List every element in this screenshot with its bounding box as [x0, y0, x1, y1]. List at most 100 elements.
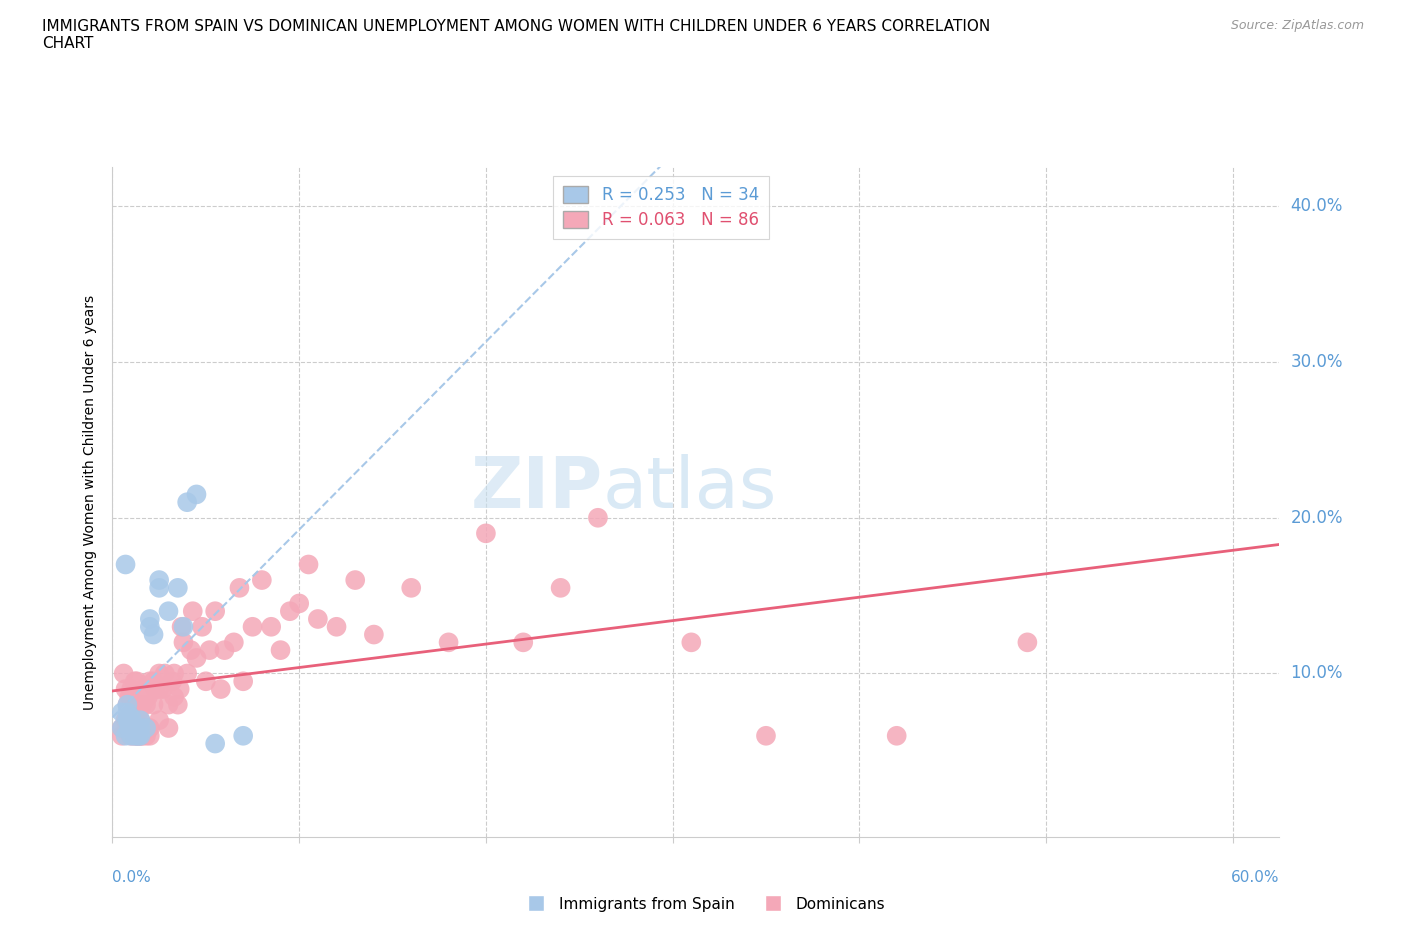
Point — [111, 705, 134, 720]
Text: 30.0%: 30.0% — [1291, 353, 1343, 371]
Point — [139, 674, 162, 689]
Point — [124, 712, 146, 727]
Point — [142, 627, 165, 642]
Point — [117, 698, 139, 712]
Y-axis label: Unemployment Among Women with Children Under 6 years: Unemployment Among Women with Children U… — [83, 295, 97, 710]
Point — [136, 689, 159, 704]
Point — [135, 698, 157, 712]
Point — [129, 712, 152, 727]
Point — [157, 721, 180, 736]
Point — [125, 721, 148, 736]
Point — [114, 682, 136, 697]
Point — [120, 682, 142, 697]
Point — [325, 619, 347, 634]
Point — [512, 635, 534, 650]
Point — [120, 728, 142, 743]
Point — [399, 580, 422, 595]
Text: IMMIGRANTS FROM SPAIN VS DOMINICAN UNEMPLOYMENT AMONG WOMEN WITH CHILDREN UNDER : IMMIGRANTS FROM SPAIN VS DOMINICAN UNEMP… — [42, 19, 990, 51]
Point — [142, 674, 165, 689]
Point — [437, 635, 460, 650]
Point — [152, 682, 174, 697]
Point — [204, 737, 226, 751]
Point — [139, 728, 162, 743]
Point — [176, 666, 198, 681]
Text: 60.0%: 60.0% — [1232, 870, 1279, 884]
Point — [142, 698, 165, 712]
Point — [129, 698, 152, 712]
Point — [128, 728, 150, 743]
Point — [176, 495, 198, 510]
Point — [169, 682, 191, 697]
Point — [117, 712, 139, 727]
Point — [124, 721, 146, 736]
Point — [148, 666, 170, 681]
Point — [186, 487, 208, 502]
Point — [1017, 635, 1039, 650]
Legend: Immigrants from Spain, Dominicans: Immigrants from Spain, Dominicans — [515, 891, 891, 918]
Point — [124, 728, 146, 743]
Point — [160, 674, 183, 689]
Point — [120, 721, 142, 736]
Point — [118, 721, 141, 736]
Point — [172, 619, 194, 634]
Point — [198, 643, 221, 658]
Point — [209, 682, 232, 697]
Point — [232, 674, 254, 689]
Point — [170, 619, 193, 634]
Point — [122, 721, 145, 736]
Point — [145, 682, 167, 697]
Point — [134, 682, 156, 697]
Text: 10.0%: 10.0% — [1291, 665, 1343, 683]
Text: 20.0%: 20.0% — [1291, 509, 1343, 526]
Point — [363, 627, 385, 642]
Point — [135, 721, 157, 736]
Point — [111, 721, 134, 736]
Point — [139, 619, 162, 634]
Point — [194, 674, 217, 689]
Point — [118, 689, 141, 704]
Point — [135, 728, 157, 743]
Point — [129, 712, 152, 727]
Point — [117, 721, 139, 736]
Point — [344, 573, 367, 588]
Point — [129, 728, 152, 743]
Point — [139, 612, 162, 627]
Point — [124, 728, 146, 743]
Point — [586, 511, 609, 525]
Point — [886, 728, 908, 743]
Point — [129, 721, 152, 736]
Point — [166, 698, 188, 712]
Point — [228, 580, 250, 595]
Text: ZIP: ZIP — [471, 455, 603, 524]
Point — [125, 728, 148, 743]
Point — [114, 712, 136, 727]
Point — [222, 635, 245, 650]
Point — [129, 721, 152, 736]
Text: 40.0%: 40.0% — [1291, 197, 1343, 216]
Point — [297, 557, 319, 572]
Legend: R = 0.253   N = 34, R = 0.063   N = 86: R = 0.253 N = 34, R = 0.063 N = 86 — [553, 176, 769, 239]
Point — [181, 604, 204, 618]
Point — [120, 721, 142, 736]
Point — [307, 612, 329, 627]
Point — [148, 573, 170, 588]
Point — [681, 635, 703, 650]
Point — [191, 619, 214, 634]
Point — [148, 712, 170, 727]
Point — [112, 666, 135, 681]
Point — [134, 721, 156, 736]
Point — [117, 705, 139, 720]
Point — [232, 728, 254, 743]
Point — [128, 728, 150, 743]
Point — [278, 604, 301, 618]
Point — [242, 619, 264, 634]
Point — [120, 728, 142, 743]
Point — [186, 650, 208, 665]
Point — [755, 728, 778, 743]
Point — [128, 705, 150, 720]
Text: Source: ZipAtlas.com: Source: ZipAtlas.com — [1230, 19, 1364, 32]
Point — [120, 712, 142, 727]
Point — [114, 557, 136, 572]
Point — [204, 604, 226, 618]
Point — [270, 643, 292, 658]
